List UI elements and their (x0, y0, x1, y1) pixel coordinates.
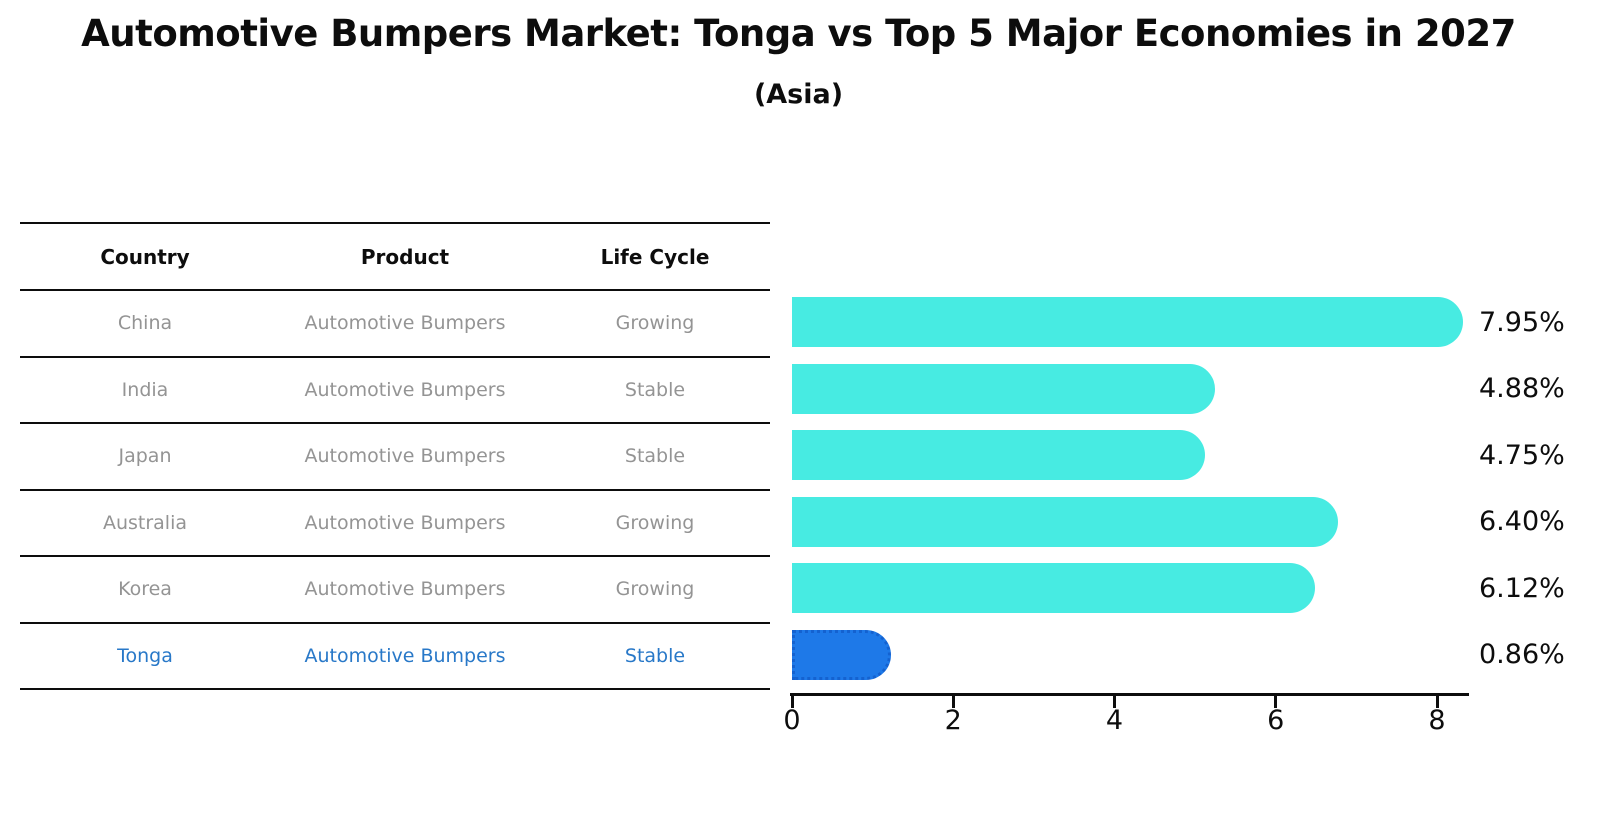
country-table: Country Product Life Cycle China Automoti… (20, 222, 770, 690)
cell-life-cycle: Growing (615, 578, 695, 601)
x-tick-label-8: 8 (1428, 705, 1446, 736)
x-tick-label-2: 2 (944, 705, 962, 736)
table-row-china: China Automotive Bumpers Growing (20, 291, 770, 358)
bar-japan (792, 430, 1205, 481)
table-row-tonga: Tonga Automotive Bumpers Stable (20, 624, 770, 690)
value-label-australia: 6.40% (1479, 506, 1565, 538)
bar-india (792, 363, 1216, 414)
cell-product: Automotive Bumpers (304, 511, 506, 534)
x-axis-line (790, 693, 1469, 696)
cell-country: India (121, 378, 169, 401)
cell-country: Australia (102, 511, 188, 534)
bar-korea (792, 563, 1316, 614)
x-tick-0 (790, 694, 794, 708)
chart-title: Automotive Bumpers Market: Tonga vs Top … (81, 12, 1516, 55)
x-tick-label-0: 0 (783, 705, 801, 736)
cell-country: Korea (118, 578, 172, 601)
bar-tonga (792, 629, 892, 680)
value-label-tonga: 0.86% (1479, 639, 1565, 671)
cell-life-cycle: Stable (624, 644, 686, 667)
cell-life-cycle: Stable (624, 378, 686, 401)
cell-product: Automotive Bumpers (304, 445, 506, 468)
value-label-korea: 6.12% (1479, 572, 1565, 604)
x-tick-4 (1113, 694, 1116, 708)
cell-country: Japan (118, 445, 172, 468)
cell-product: Automotive Bumpers (304, 312, 506, 335)
table-row-japan: Japan Automotive Bumpers Stable (20, 424, 770, 491)
chart-subtitle: (Asia) (753, 79, 844, 110)
table-header-row: Country Product Life Cycle (20, 224, 770, 291)
cell-life-cycle: Growing (615, 511, 695, 534)
table-body: China Automotive Bumpers Growing India Autom… (20, 291, 770, 690)
cell-product: Automotive Bumpers (304, 644, 506, 667)
table-header-country: Country (100, 244, 190, 269)
table-row-india: India Automotive Bumpers Stable (20, 358, 770, 424)
cell-product: Automotive Bumpers (304, 578, 506, 601)
x-tick-2 (951, 694, 955, 708)
x-tick-6 (1274, 694, 1278, 708)
bar-australia (792, 496, 1338, 547)
table-row-korea: Korea Automotive Bumpers Growing (20, 557, 770, 624)
x-tick-8 (1435, 694, 1439, 708)
cell-life-cycle: Growing (615, 312, 695, 335)
value-label-china: 7.95% (1479, 306, 1565, 338)
cell-country: China (117, 312, 173, 335)
cell-life-cycle: Stable (624, 445, 686, 468)
table-header-life-cycle: Life Cycle (600, 244, 710, 269)
value-label-japan: 4.75% (1479, 439, 1565, 471)
x-tick-label-4: 4 (1105, 705, 1124, 736)
x-tick-label-6: 6 (1267, 705, 1285, 736)
table-header-product: Product (360, 244, 450, 269)
table-row-australia: Australia Automotive Bumpers Growing (20, 491, 770, 557)
cell-country: Tonga (117, 644, 173, 667)
bar-china (792, 297, 1463, 348)
cell-product: Automotive Bumpers (304, 378, 506, 401)
value-label-india: 4.88% (1479, 373, 1565, 405)
